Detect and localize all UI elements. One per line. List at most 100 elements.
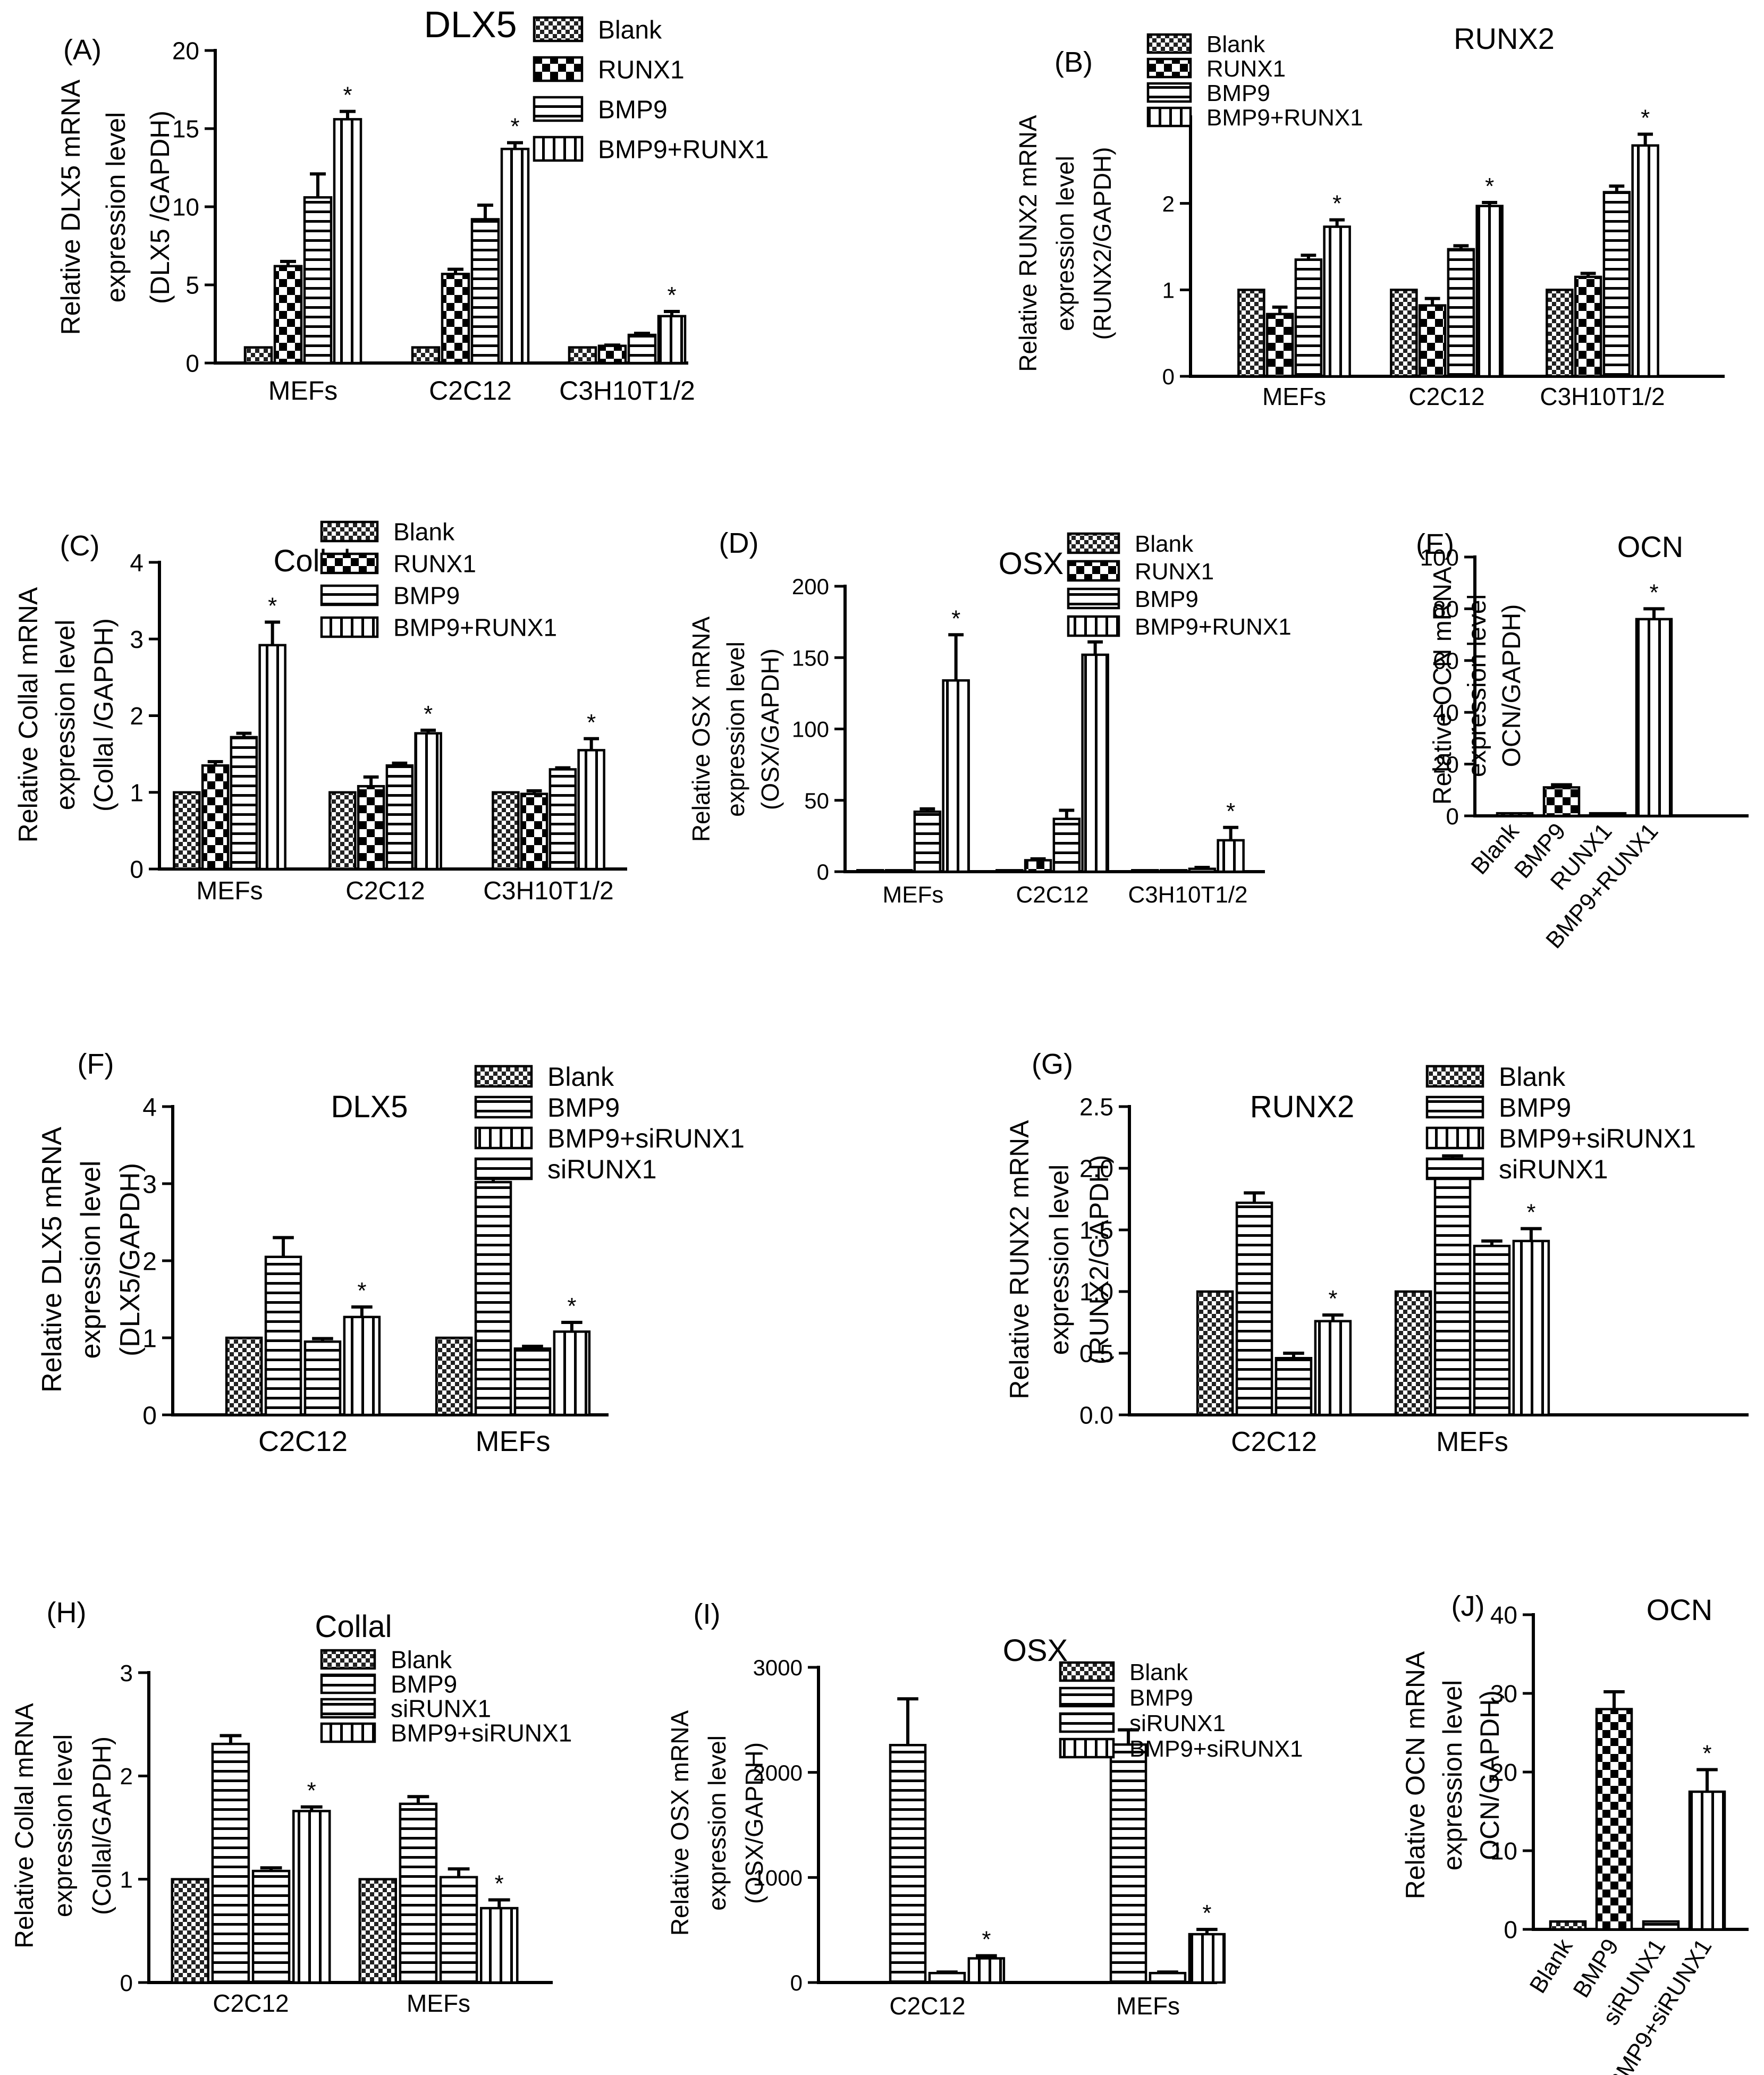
y-axis-label: (OSX/GAPDH): [756, 648, 784, 810]
bar: [1589, 812, 1627, 817]
legend-label: Blank: [598, 16, 662, 44]
bar: [548, 768, 577, 871]
legend-swatch: [1059, 1737, 1115, 1759]
error-bar: [1580, 272, 1596, 277]
y-tick-label: 2: [130, 702, 144, 730]
bar: [243, 346, 273, 365]
chart-title: RUNX2: [1454, 22, 1555, 55]
bar: [1159, 869, 1188, 873]
legend-swatch: [533, 56, 584, 82]
significance-marker: *: [1202, 1900, 1211, 1926]
y-axis-label: (DLX5 /GAPDH): [145, 111, 175, 304]
y-tick-label: 10: [172, 193, 199, 221]
chart-title: OSX: [999, 546, 1064, 581]
legend-label: Blank: [1499, 1062, 1566, 1092]
legend-label: BMP9+siRUNX1: [1499, 1124, 1696, 1153]
legend-swatch: [1059, 1661, 1115, 1682]
y-tick-label: 0: [790, 1970, 803, 1995]
bar: [439, 1876, 478, 1984]
y-tick-label: 0: [120, 1970, 133, 1996]
chart-title: RUNX2: [1250, 1090, 1355, 1124]
error-bar: [897, 1697, 918, 1745]
y-tick-label: 0: [1446, 804, 1459, 830]
significance-marker: *: [1332, 191, 1341, 217]
panel-label: (G): [1032, 1048, 1073, 1080]
bar: [500, 147, 530, 365]
y-tick-label: 0: [142, 1402, 157, 1430]
y-tick-label: 0: [130, 856, 144, 883]
error-bar: [488, 1898, 510, 1909]
y-tick-label: 40: [1490, 1601, 1517, 1629]
bar: [1549, 1920, 1587, 1931]
y-tick-label: 100: [1420, 545, 1459, 571]
legend-label: BMP9: [393, 582, 460, 610]
error-bar: [1329, 218, 1345, 227]
error-bar: [1194, 865, 1210, 869]
y-tick-label: 4: [130, 549, 144, 577]
y-tick-label: 4: [142, 1093, 157, 1121]
y-axis-label: expression level: [1463, 594, 1491, 777]
legend-label: siRUNX1: [1499, 1154, 1608, 1184]
legend-label: BMP9+RUNX1: [598, 136, 769, 164]
legend-label: BMP9: [1129, 1685, 1193, 1711]
error-bar: [1196, 1928, 1218, 1935]
bar: [1109, 1743, 1147, 1984]
legend-label: RUNX1: [393, 550, 476, 578]
bar: [520, 792, 548, 871]
bar: [856, 869, 884, 873]
legend-label: BMP9+RUNX1: [1206, 105, 1363, 131]
y-tick-label: 15: [172, 115, 199, 143]
bar: [303, 196, 333, 365]
y-tick-label: 20: [172, 37, 199, 65]
y-axis-label: (OSX/GAPDH): [740, 1742, 768, 1904]
bar: [1217, 839, 1245, 873]
bar: [1574, 275, 1602, 378]
legend-label: siRUNX1: [1129, 1710, 1226, 1736]
legend-swatch: [533, 96, 584, 122]
legend-label: BMP9: [391, 1671, 457, 1698]
y-axis-label: Relative Collal mRNA: [13, 587, 43, 842]
significance-marker: *: [495, 1871, 504, 1897]
bar: [967, 1957, 1006, 1984]
bar: [1188, 1933, 1226, 1984]
panel-label: (I): [694, 1598, 721, 1630]
error-bar: [634, 332, 650, 335]
y-axis-label: expression level: [75, 1161, 106, 1359]
y-tick-label: 2.5: [1079, 1093, 1113, 1121]
panel-j: (J) OCN Relative OCN mRNA expression level O…: [1400, 1590, 1749, 2075]
panel-label: (C): [60, 530, 100, 562]
y-axis-label: Relative RUNX2 mRNA: [1005, 1120, 1034, 1399]
bar: [513, 1347, 552, 1416]
bar: [225, 1336, 263, 1416]
error-bar: [561, 1321, 583, 1332]
legend-swatch: [1425, 1095, 1484, 1119]
error-bar: [936, 1970, 958, 1974]
y-tick-label: 1000: [753, 1865, 803, 1890]
y-axis-label: Relative Collal mRNA: [11, 1703, 39, 1948]
bar: [928, 1971, 966, 1984]
panel-label: (D): [719, 527, 759, 559]
error-bar: [1643, 607, 1665, 619]
bar: [230, 736, 258, 871]
y-tick-label: 0.5: [1079, 1340, 1113, 1368]
y-axis-label: expression level: [1438, 1680, 1467, 1871]
legend-swatch: [1067, 532, 1120, 554]
bar: [1265, 313, 1294, 378]
bar: [942, 679, 970, 873]
panel-a: (A) DLX5 Relative DLX5 mRNA expression leve…: [56, 4, 769, 406]
legend-swatch: [320, 1649, 376, 1670]
error-bar: [340, 109, 356, 120]
panel-b: (B) RUNX2 Relative RUNX2 mRNA expression le…: [1014, 22, 1725, 410]
significance-marker: *: [1702, 1741, 1711, 1767]
bar: [553, 1330, 591, 1416]
bar: [357, 785, 385, 871]
bar: [657, 315, 687, 365]
error-bar: [420, 728, 436, 733]
error-bar: [280, 259, 296, 266]
significance-marker: *: [667, 282, 676, 308]
